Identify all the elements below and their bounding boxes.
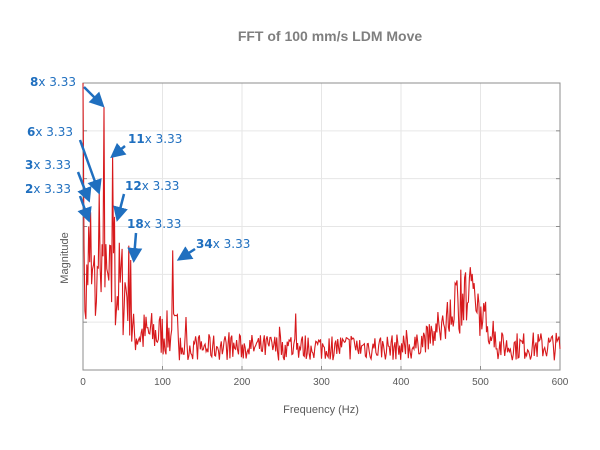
- annotation-multiplier: x 3.33: [33, 182, 71, 196]
- annotation-harmonic: 3: [25, 158, 33, 172]
- x-tick-label: 100: [154, 377, 171, 388]
- annotation-multiplier: x 3.33: [142, 179, 180, 193]
- annotation-arrow: [127, 232, 143, 263]
- x-tick-label: 600: [552, 377, 569, 388]
- annotation-multiplier: x 3.33: [213, 237, 251, 251]
- annotation-multiplier: x 3.33: [144, 217, 182, 231]
- annotation-harmonic: 12: [125, 179, 142, 193]
- x-axis-label: Frequency (Hz): [283, 404, 359, 416]
- annotation-label: 34x 3.33: [196, 237, 250, 251]
- x-tick-label: 400: [393, 377, 410, 388]
- annotation-label: 2x 3.33: [25, 182, 71, 196]
- annotation-multiplier: x 3.33: [33, 158, 71, 172]
- annotation-label: 6x 3.33: [27, 125, 73, 139]
- annotation-harmonic: 8: [30, 75, 38, 89]
- x-tick-label: 300: [313, 377, 330, 388]
- annotation-arrow: [78, 139, 102, 195]
- annotation-arrow: [176, 246, 196, 261]
- annotation-label: 12x 3.33: [125, 179, 179, 193]
- annotation-label: 3x 3.33: [25, 158, 71, 172]
- annotation-multiplier: x 3.33: [145, 132, 183, 146]
- annotation-label: 8x 3.33: [30, 75, 76, 89]
- annotation-arrow: [110, 142, 127, 159]
- annotation-arrow: [83, 86, 105, 108]
- annotation-harmonic: 34: [196, 237, 213, 251]
- x-tick-label: 500: [472, 377, 489, 388]
- annotation-arrow: [76, 171, 92, 203]
- annotation-label: 18x 3.33: [127, 217, 181, 231]
- x-axis-ticks: 0 100 200 300 400 500 600: [80, 366, 569, 388]
- x-tick-label: 0: [80, 377, 86, 388]
- chart-title: FFT of 100 mm/s LDM Move: [238, 28, 423, 44]
- annotation-harmonic: 6: [27, 125, 35, 139]
- annotation-arrow: [113, 193, 128, 222]
- x-tick-label: 200: [234, 377, 251, 388]
- annotation-harmonic: 11: [128, 132, 145, 146]
- annotation-harmonic: 18: [127, 217, 144, 231]
- annotation-multiplier: x 3.33: [35, 125, 73, 139]
- annotation-harmonic: 2: [25, 182, 33, 196]
- fft-series-line: [82, 82, 561, 361]
- y-axis-label: Magnitude: [59, 232, 71, 283]
- annotation-multiplier: x 3.33: [38, 75, 76, 89]
- annotation-label: 11x 3.33: [128, 132, 182, 146]
- annotation-arrow: [77, 195, 92, 223]
